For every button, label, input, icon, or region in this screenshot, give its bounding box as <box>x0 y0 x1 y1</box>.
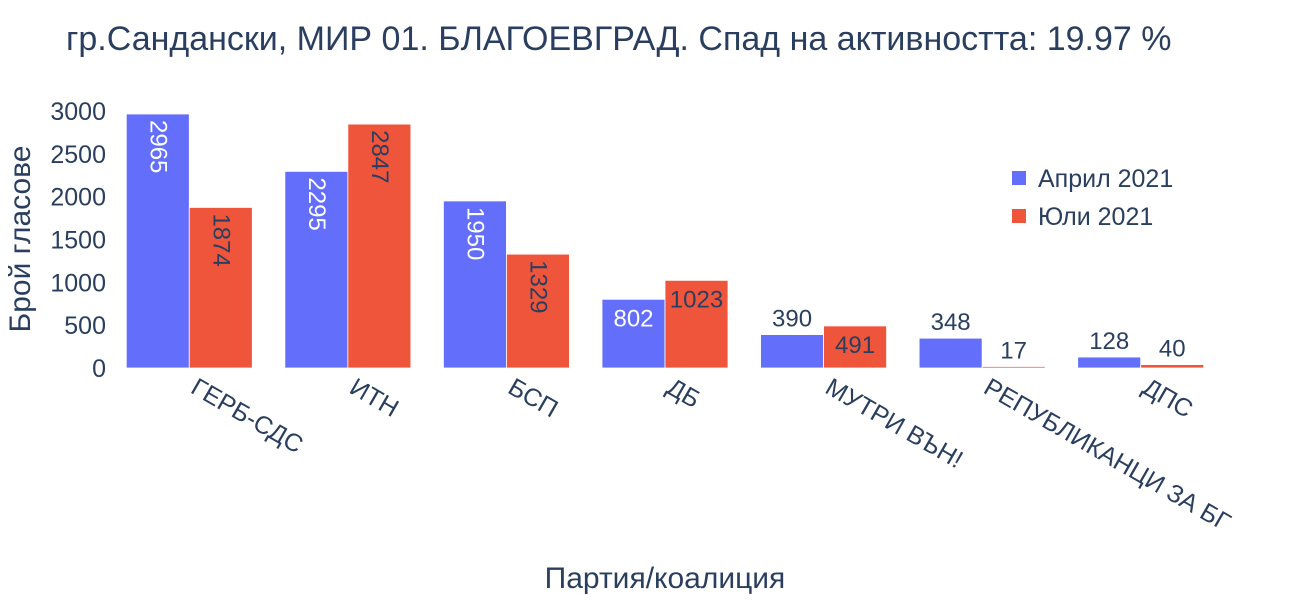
legend: Април 2021 Юли 2021 <box>1012 165 1173 231</box>
y-tick-label: 2000 <box>50 184 106 212</box>
bar-value-label: 128 <box>1089 328 1129 355</box>
bar-value-label: 390 <box>772 306 812 333</box>
x-tick-label: ДПС <box>1138 373 1198 424</box>
bar-value-label: 348 <box>931 309 971 336</box>
bar-value-label: 802 <box>613 305 653 332</box>
bar <box>760 334 824 369</box>
legend-label: Април 2021 <box>1038 165 1173 193</box>
bar <box>188 207 253 369</box>
x-tick-label: ДБ <box>662 373 705 414</box>
bar <box>1140 364 1205 369</box>
bar-value-label: 1023 <box>670 286 723 313</box>
y-tick-label: 500 <box>64 312 106 340</box>
x-tick-label: ИТН <box>345 373 403 423</box>
y-tick-label: 0 <box>92 355 106 383</box>
bar-value-label: 2295 <box>303 177 330 230</box>
bar <box>284 170 349 369</box>
x-axis-title: Партия/коалиция <box>545 562 786 595</box>
bar-value-label: 2847 <box>366 130 393 183</box>
bar <box>347 123 412 369</box>
bar <box>1077 356 1142 369</box>
x-tick-label: МУТРИ ВЪН! <box>821 373 968 474</box>
bar-value-label: 17 <box>1000 338 1027 365</box>
bar-value-label: 2965 <box>144 120 171 173</box>
bar-value-label: 491 <box>835 332 875 359</box>
x-tick-label: РЕПУБЛИКАНЦИ ЗА БГ <box>979 373 1235 537</box>
bar <box>125 113 190 369</box>
bar-value-label: 1329 <box>524 260 551 313</box>
bar-value-label: 1950 <box>461 207 488 260</box>
bar <box>981 366 1046 369</box>
bars <box>125 113 1205 369</box>
bar <box>601 298 666 369</box>
x-tick-label: БСП <box>503 373 562 423</box>
legend-label: Юли 2021 <box>1038 203 1153 231</box>
y-axis-title: Брой гласове <box>4 146 37 333</box>
bar <box>443 200 507 369</box>
legend-swatch <box>1012 171 1026 185</box>
legend-swatch <box>1012 209 1026 223</box>
bar <box>664 279 729 369</box>
y-tick-label: 1500 <box>50 227 106 255</box>
y-tick-label: 1000 <box>50 269 106 297</box>
y-axis-ticks: 0 500 1000 1500 2000 2500 3000 <box>50 98 106 383</box>
y-tick-label: 2500 <box>50 141 106 169</box>
bar-value-label: 1874 <box>207 213 234 266</box>
bar-labels: 2965 1874 2295 2847 1950 1329 802 1023 390 491 348… <box>144 120 1185 365</box>
chart-title: гр.Сандански, МИР 01. БЛАГОЕВГРАД. Спад … <box>66 20 1172 58</box>
x-tick-label: ГЕРБ-СДС <box>186 373 307 459</box>
x-axis-ticks: ГЕРБ-СДС ИТН БСП ДБ МУТРИ ВЪН! РЕПУБЛИКАНЦИ З… <box>186 373 1235 537</box>
bar <box>918 337 983 369</box>
bar <box>506 253 570 369</box>
bar-value-label: 40 <box>1159 336 1186 363</box>
y-tick-label: 3000 <box>50 98 106 126</box>
bar <box>823 325 887 369</box>
